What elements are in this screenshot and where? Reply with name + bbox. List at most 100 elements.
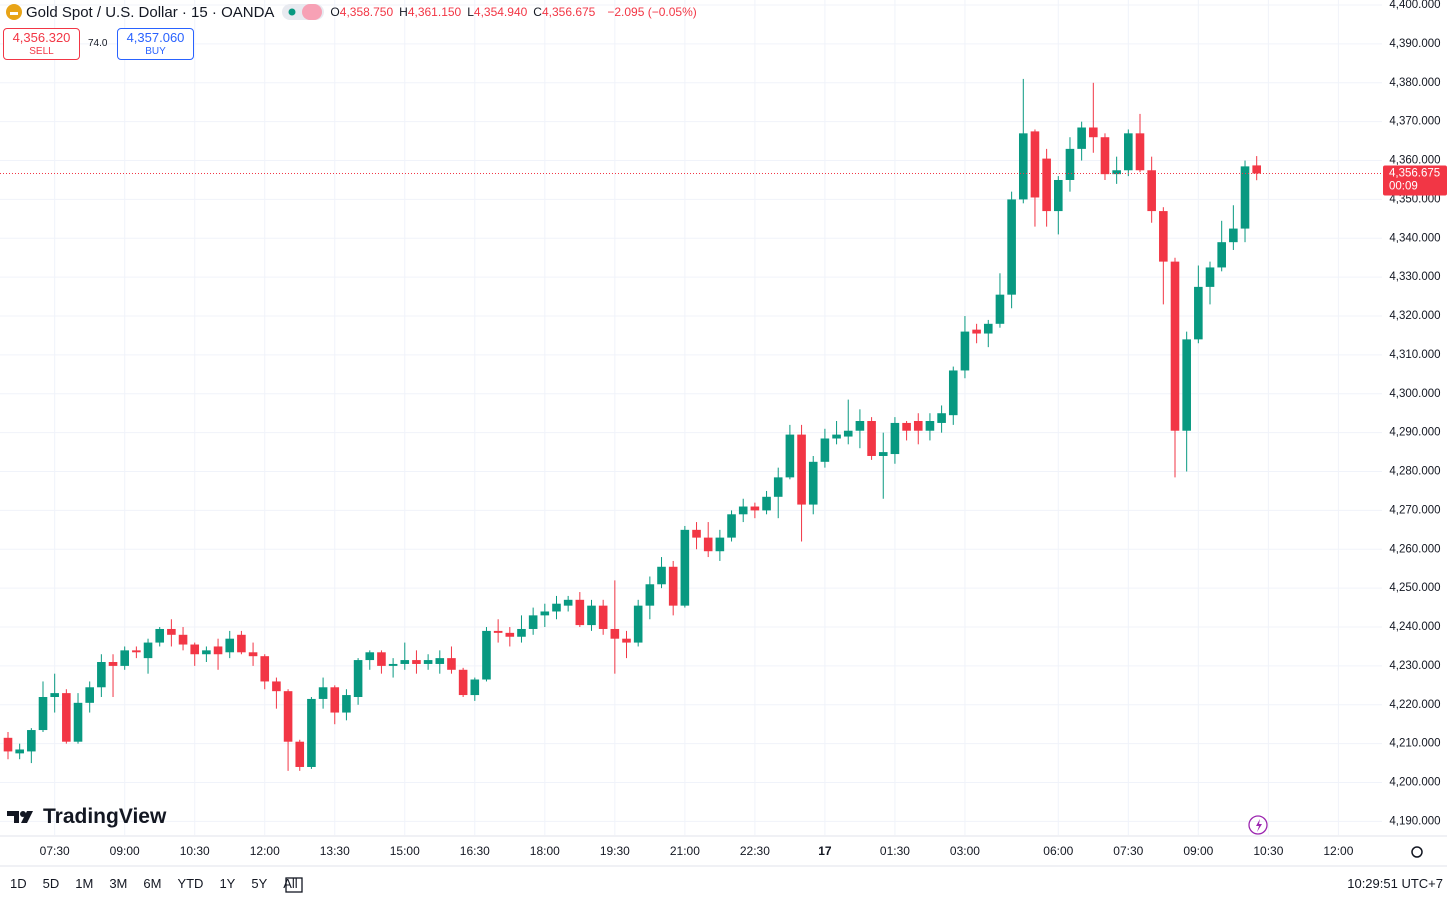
candle-body <box>715 537 725 552</box>
x-tick-label: 09:00 <box>110 844 140 858</box>
logo: TradingView <box>7 805 166 829</box>
candle-body <box>1077 127 1086 149</box>
candle-body <box>645 584 655 606</box>
candle-body <box>657 566 666 585</box>
range-button[interactable]: 5D <box>42 876 60 891</box>
candle-body <box>1135 133 1145 171</box>
candle-body <box>447 658 456 670</box>
symbol-icon <box>6 4 22 20</box>
candle-body <box>902 422 911 431</box>
candle-body <box>27 730 36 752</box>
logo-text: TradingView <box>43 805 167 828</box>
candle-body <box>1229 228 1238 243</box>
candle-body <box>680 529 690 606</box>
candle-body <box>1042 158 1051 212</box>
y-tick-label: 4,200.000 <box>1389 777 1440 789</box>
range-button[interactable]: 1Y <box>219 876 236 891</box>
flash-icon <box>1248 815 1268 835</box>
candle-body <box>283 691 293 742</box>
status-icons[interactable] <box>282 3 325 21</box>
buy-label: BUY <box>145 46 166 57</box>
y-tick-label: 4,350.000 <box>1389 193 1440 205</box>
candle-body <box>482 630 491 680</box>
calendar-icon <box>285 877 303 893</box>
y-tick-label: 4,360.000 <box>1389 155 1440 167</box>
sell-button[interactable]: 4,356.320 SELL <box>3 28 80 60</box>
y-tick-label: 4,310.000 <box>1389 349 1440 361</box>
candle-body <box>808 461 818 505</box>
y-tick-label: 4,230.000 <box>1389 660 1440 672</box>
candle-body <box>458 669 468 696</box>
sell-label: SELL <box>29 46 54 57</box>
range-button[interactable]: YTD <box>177 876 204 891</box>
x-tick-label: 18:00 <box>530 844 560 858</box>
candle-body <box>1217 242 1226 268</box>
candle-body <box>1147 170 1156 212</box>
candle-body <box>820 438 830 462</box>
candle-body <box>120 650 129 666</box>
candle-body <box>855 420 865 431</box>
y-tick-label: 4,370.000 <box>1389 116 1440 128</box>
last-price-box <box>1383 165 1447 196</box>
candle-body <box>750 506 760 511</box>
x-tick-label: 07:30 <box>40 844 70 858</box>
candle-body <box>867 420 876 456</box>
x-tick-label: 16:30 <box>460 844 490 858</box>
x-tick-label: 12:00 <box>250 844 280 858</box>
candle-body <box>843 430 853 437</box>
candle-body <box>353 660 363 697</box>
candle-body <box>318 687 328 699</box>
x-tick-label: 19:30 <box>600 844 630 858</box>
last-price-label: 4,356.675 <box>1389 168 1440 180</box>
ohlc-value: 4,356.675 <box>541 5 596 19</box>
candle-body <box>563 599 573 606</box>
y-tick-label: 4,320.000 <box>1389 310 1440 322</box>
candle-body <box>85 687 94 703</box>
y-tick-label: 4,240.000 <box>1389 621 1440 633</box>
y-tick-label: 4,220.000 <box>1389 699 1440 711</box>
candle-body <box>1100 137 1110 175</box>
candle-body <box>528 615 538 629</box>
candle-body <box>423 660 433 664</box>
x-tick-label: 17 <box>818 844 832 858</box>
x-tick-label: 21:00 <box>670 844 700 858</box>
candle-body <box>62 693 71 742</box>
candle-body <box>330 687 340 713</box>
candle-body <box>1182 339 1191 431</box>
y-tick-label: 4,380.000 <box>1389 77 1440 89</box>
candle-body <box>73 702 83 742</box>
candle-body <box>703 537 713 552</box>
x-tick-label: 09:00 <box>1183 844 1213 858</box>
candle-body <box>937 413 946 423</box>
buy-button[interactable]: 4,357.060 BUY <box>117 28 194 60</box>
candle-body <box>995 294 1005 324</box>
candle-body <box>540 611 550 616</box>
candle-body <box>1018 133 1028 200</box>
candle-body <box>913 420 923 431</box>
candle-body <box>97 662 106 688</box>
candle-body <box>1112 170 1121 175</box>
candle-body <box>832 434 841 439</box>
range-button[interactable]: 5Y <box>251 876 268 891</box>
candle-body <box>762 496 771 511</box>
candle-body <box>435 658 445 664</box>
spread: 74.0 <box>88 38 108 49</box>
range-button[interactable]: All <box>283 876 298 891</box>
ohlc-key: C <box>533 5 542 19</box>
range-button[interactable]: 6M <box>143 876 162 891</box>
clock: 10:29:51 UTC+7 <box>1347 876 1443 891</box>
range-button[interactable]: 1M <box>75 876 94 891</box>
candle-body <box>377 652 386 666</box>
candle-body <box>1124 133 1133 171</box>
candle-body <box>202 650 211 655</box>
candle-body <box>925 420 935 431</box>
y-tick-label: 4,270.000 <box>1389 504 1440 516</box>
x-tick-label: 10:30 <box>1253 844 1283 858</box>
candle-body <box>50 693 59 697</box>
x-tick-label: 15:00 <box>390 844 420 858</box>
y-tick-label: 4,300.000 <box>1389 388 1440 400</box>
candle-body <box>108 662 118 666</box>
range-button[interactable]: 1D <box>10 876 27 891</box>
range-button[interactable]: 3M <box>109 876 128 891</box>
candle-body <box>1007 199 1016 295</box>
